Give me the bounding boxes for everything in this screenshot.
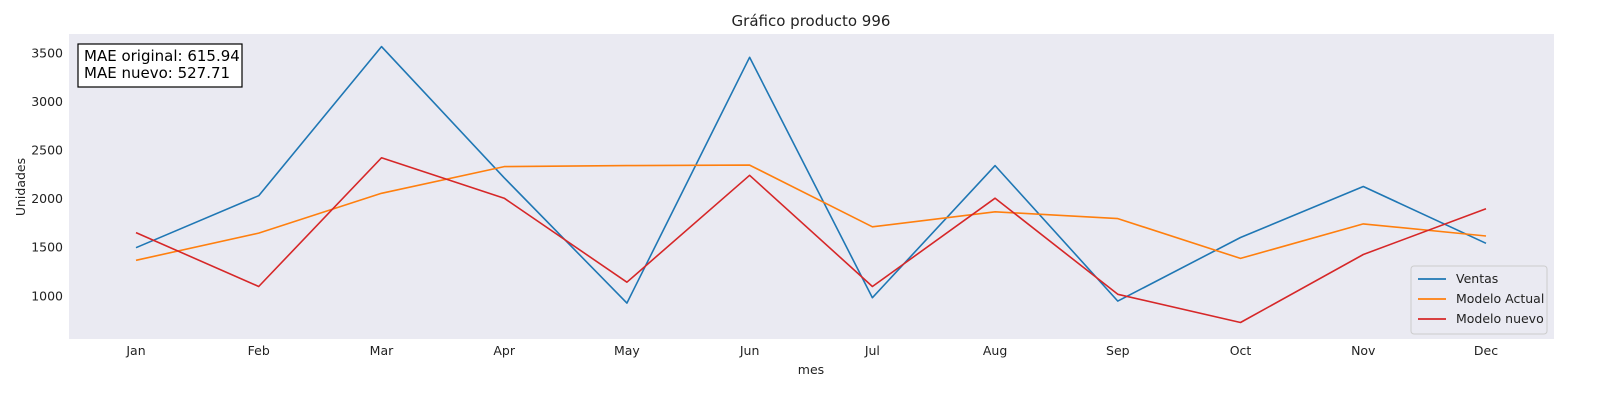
x-tick-label-mar: Mar: [370, 343, 394, 358]
mae-annotation-box: [77, 43, 243, 88]
x-tick-label-jun: Jun: [739, 343, 760, 358]
plot-background: [69, 34, 1554, 339]
series-lines: [135, 45, 1487, 324]
y-tick-label-1500: 1500: [31, 240, 63, 255]
x-tick-label-jan: Jan: [125, 343, 145, 358]
x-tick-label-sep: Sep: [1106, 343, 1130, 358]
x-tick-label-may: May: [614, 343, 640, 358]
x-tick-label-aug: Aug: [983, 343, 1007, 358]
y-tick-label-2000: 2000: [31, 191, 63, 206]
x-tick-label-jul: Jul: [864, 343, 880, 358]
series-line-3: [135, 157, 1487, 324]
legend-label-3: Modelo nuevo: [1456, 311, 1544, 326]
y-tick-labels: 1000 1500 2000 2500 3000 3500: [31, 45, 63, 303]
legend-box: [1410, 265, 1548, 335]
x-tick-labels: Jan Feb Mar Apr May Jun Jul Aug Sep Oct Nov Dec: [125, 343, 1498, 358]
x-axis-label: mes: [798, 362, 824, 377]
y-tick-label-3500: 3500: [31, 45, 63, 60]
legend: Ventas Modelo Actual Modelo nuevo: [1410, 265, 1548, 335]
y-tick-label-2500: 2500: [31, 143, 63, 158]
x-tick-label-oct: Oct: [1230, 343, 1252, 358]
x-tick-label-apr: Apr: [493, 343, 515, 358]
series-line-1: [135, 45, 1487, 304]
y-tick-label-1000: 1000: [31, 288, 63, 303]
series-line-2: [135, 164, 1487, 262]
mae-annotation: MAE original: 615.94 MAE nuevo: 527.71: [77, 43, 243, 88]
legend-label-1: Ventas: [1456, 271, 1498, 286]
x-tick-label-dec: Dec: [1474, 343, 1498, 358]
x-tick-label-nov: Nov: [1351, 343, 1376, 358]
y-axis-label: Unidades: [13, 158, 28, 216]
y-tick-label-3000: 3000: [31, 94, 63, 109]
mae-nuevo-text: MAE nuevo: 527.71: [84, 64, 230, 82]
x-tick-label-feb: Feb: [248, 343, 270, 358]
legend-label-2: Modelo Actual: [1456, 291, 1544, 306]
mae-original-text: MAE original: 615.94: [84, 47, 240, 65]
chart-title: Gráfico producto 996: [732, 12, 891, 30]
